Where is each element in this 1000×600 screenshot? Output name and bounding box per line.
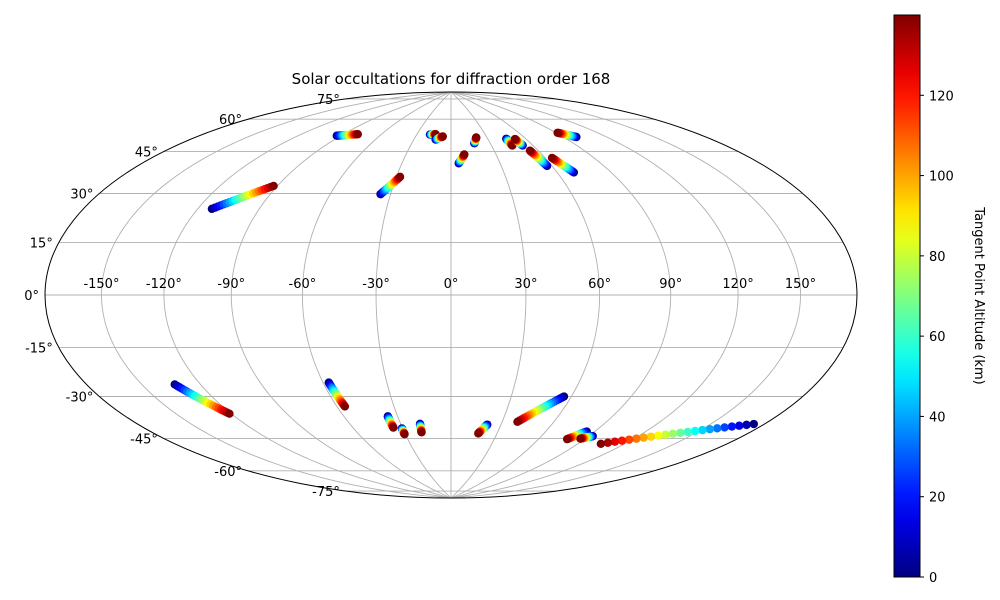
lat-tick-label: 30°: [70, 188, 93, 203]
chart-title: Solar occultations for diffraction order…: [292, 70, 611, 88]
occultation-point: [683, 427, 692, 437]
colorbar-tick-label: 60: [929, 330, 946, 345]
lat-tick-label: 75°: [317, 93, 340, 108]
occultation-point: [389, 423, 398, 432]
occultation-point: [596, 439, 606, 449]
colorbar: 0 20 40 60 80 100 120 Tangent Point Altitude (…: [893, 14, 986, 586]
colorbar-tick-label: 40: [929, 410, 946, 425]
occultation-point: [690, 426, 700, 436]
occultation-point: [720, 423, 729, 432]
occultation-point: [510, 134, 520, 144]
occultation-point: [749, 419, 758, 429]
colorbar-tick-label: 0: [929, 571, 937, 586]
lat-tick-label: -30°: [66, 391, 94, 406]
occultation-point: [654, 431, 663, 440]
occultation-point: [698, 425, 707, 435]
lon-tick-label: 60°: [588, 277, 611, 292]
occultation-point: [735, 421, 744, 430]
occultation-point: [562, 434, 572, 444]
occultation-point: [460, 150, 469, 159]
occultation-point: [438, 132, 447, 141]
lat-tick-label: -45°: [130, 433, 158, 448]
occultation-point: [676, 428, 685, 438]
lat-tick-label: 15°: [30, 236, 53, 251]
occultation-point: [474, 429, 483, 438]
occultation-point: [617, 436, 627, 445]
colorbar-gradient: [893, 14, 921, 578]
lon-tick-label: 30°: [514, 277, 537, 292]
lon-tick-label: 120°: [722, 277, 753, 292]
colorbar-ticks: 0 20 40 60 80 100 120: [920, 89, 954, 586]
occultation-point: [513, 417, 522, 426]
lon-tick-label: -60°: [289, 277, 317, 292]
occultation-point: [353, 130, 362, 139]
lon-tick-label: -30°: [362, 277, 390, 292]
occultation-point: [400, 429, 409, 439]
lon-tick-label: -120°: [146, 277, 182, 292]
occultation-point: [525, 146, 535, 155]
lat-tick-label: 45°: [135, 145, 158, 160]
lat-tick-label: -15°: [25, 342, 53, 357]
occultation-point: [472, 133, 481, 142]
occultation-point: [225, 409, 234, 418]
lon-tick-label: 90°: [659, 277, 682, 292]
lat-tick-label: 0°: [24, 289, 39, 304]
occultation-point: [553, 128, 562, 137]
graticule: [45, 92, 857, 498]
lon-tick-label: -90°: [217, 277, 245, 292]
occultation-point: [610, 437, 620, 446]
occultation-point: [668, 429, 678, 438]
colorbar-tick-label: 80: [929, 250, 946, 265]
occultation-point: [632, 434, 641, 443]
occultation-point: [742, 420, 751, 430]
occultation-point: [269, 181, 278, 191]
lat-tick-label: -75°: [312, 485, 340, 500]
latitude-tick-labels: -75° -60° -45° -30° -15° 0° 15° 30° 45° 60° 75°: [24, 93, 340, 500]
occultation-point: [395, 172, 405, 182]
occultation-point: [547, 153, 557, 163]
occultation-point: [603, 438, 613, 447]
lon-tick-label: -150°: [83, 277, 119, 292]
lat-tick-label: -60°: [214, 465, 242, 480]
occultation-point: [713, 424, 722, 433]
occultation-point: [705, 425, 715, 434]
occultation-point: [576, 434, 585, 443]
colorbar-tick-label: 100: [929, 170, 954, 185]
occultation-point: [624, 435, 634, 444]
lon-tick-label: 0°: [444, 277, 459, 292]
colorbar-tick-label: 120: [929, 89, 954, 104]
occultation-point: [661, 430, 670, 439]
occultation-point: [417, 428, 426, 437]
colorbar-tick-label: 20: [929, 491, 946, 506]
colorbar-label: Tangent Point Altitude (km): [971, 206, 986, 384]
longitude-tick-labels: -150° -120° -90° -60° -30° 0° 30° 60° 90° 120° 150…: [83, 277, 816, 292]
occultation-point: [639, 433, 648, 442]
lon-tick-label: 150°: [785, 277, 816, 292]
map-outline: [44, 91, 858, 499]
lat-tick-label: 60°: [219, 113, 242, 128]
occultation-point: [340, 402, 350, 411]
occultation-point: [646, 432, 656, 441]
occultation-point: [727, 422, 737, 431]
occultation-points: [170, 128, 758, 449]
